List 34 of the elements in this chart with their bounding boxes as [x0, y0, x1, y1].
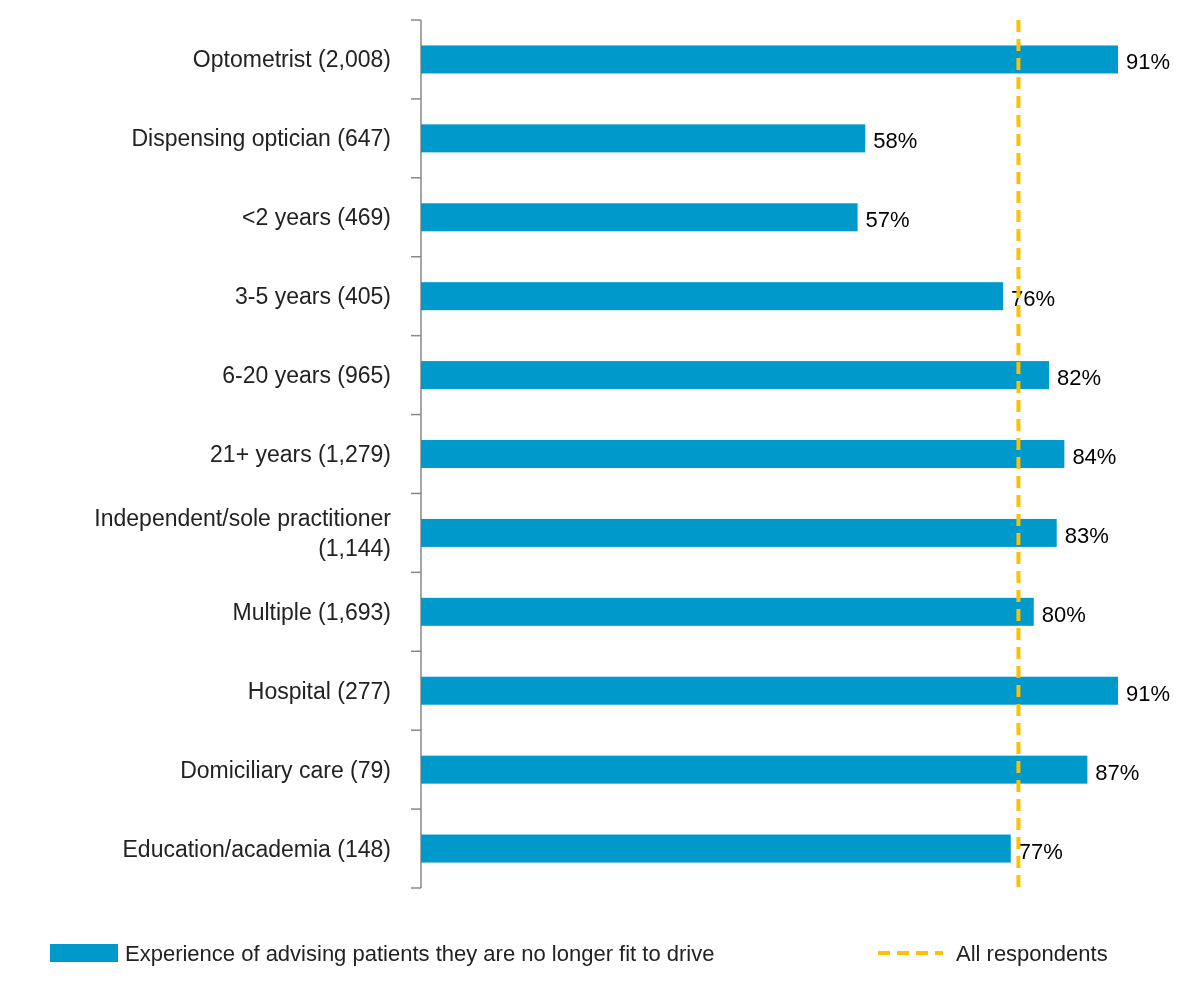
- data-label: 80%: [1041, 601, 1086, 627]
- y-tick-label: 6-20 years (965): [222, 362, 391, 389]
- legend-label: Experience of advising patients they are no longer fit to drive: [125, 941, 715, 966]
- y-tick-label: Education/academia (148): [122, 835, 391, 862]
- y-tick-label: 3-5 years (405): [235, 283, 391, 310]
- bar: [421, 676, 1118, 705]
- bar: [421, 45, 1118, 74]
- data-label: 83%: [1064, 522, 1109, 548]
- data-label: 91%: [1126, 49, 1171, 75]
- y-tick-label: Domiciliary care (79): [180, 756, 391, 783]
- y-tick-label: Independent/sole practitioner (1,144): [94, 504, 392, 561]
- data-label: 84%: [1072, 444, 1117, 469]
- bar: [421, 361, 1050, 390]
- data-label: 57%: [865, 207, 910, 233]
- bar: [421, 203, 858, 232]
- data-label: 91%: [1126, 680, 1171, 706]
- data-label: 87%: [1095, 759, 1140, 785]
- bar: [421, 440, 1065, 468]
- data-label: 82%: [1057, 365, 1102, 391]
- bar: [421, 597, 1034, 626]
- y-tick-label: Dispensing optician (647): [131, 125, 391, 152]
- y-tick-label: Hospital (277): [247, 677, 391, 704]
- data-label: 58%: [873, 128, 918, 154]
- bar: [421, 282, 1004, 311]
- y-tick-label: 21+ years (1,279): [210, 441, 391, 467]
- y-tick-label: <2 years (469): [242, 204, 391, 231]
- y-tick-label: Multiple (1,693): [232, 598, 391, 625]
- ref-line-label: All respondents: [956, 941, 1108, 966]
- bar: [421, 834, 1011, 863]
- bar: [421, 518, 1057, 547]
- data-label: 77%: [1018, 838, 1063, 864]
- bar: [421, 755, 1088, 784]
- y-tick-label: Optometrist (2,008): [192, 46, 391, 73]
- bar: [421, 124, 866, 153]
